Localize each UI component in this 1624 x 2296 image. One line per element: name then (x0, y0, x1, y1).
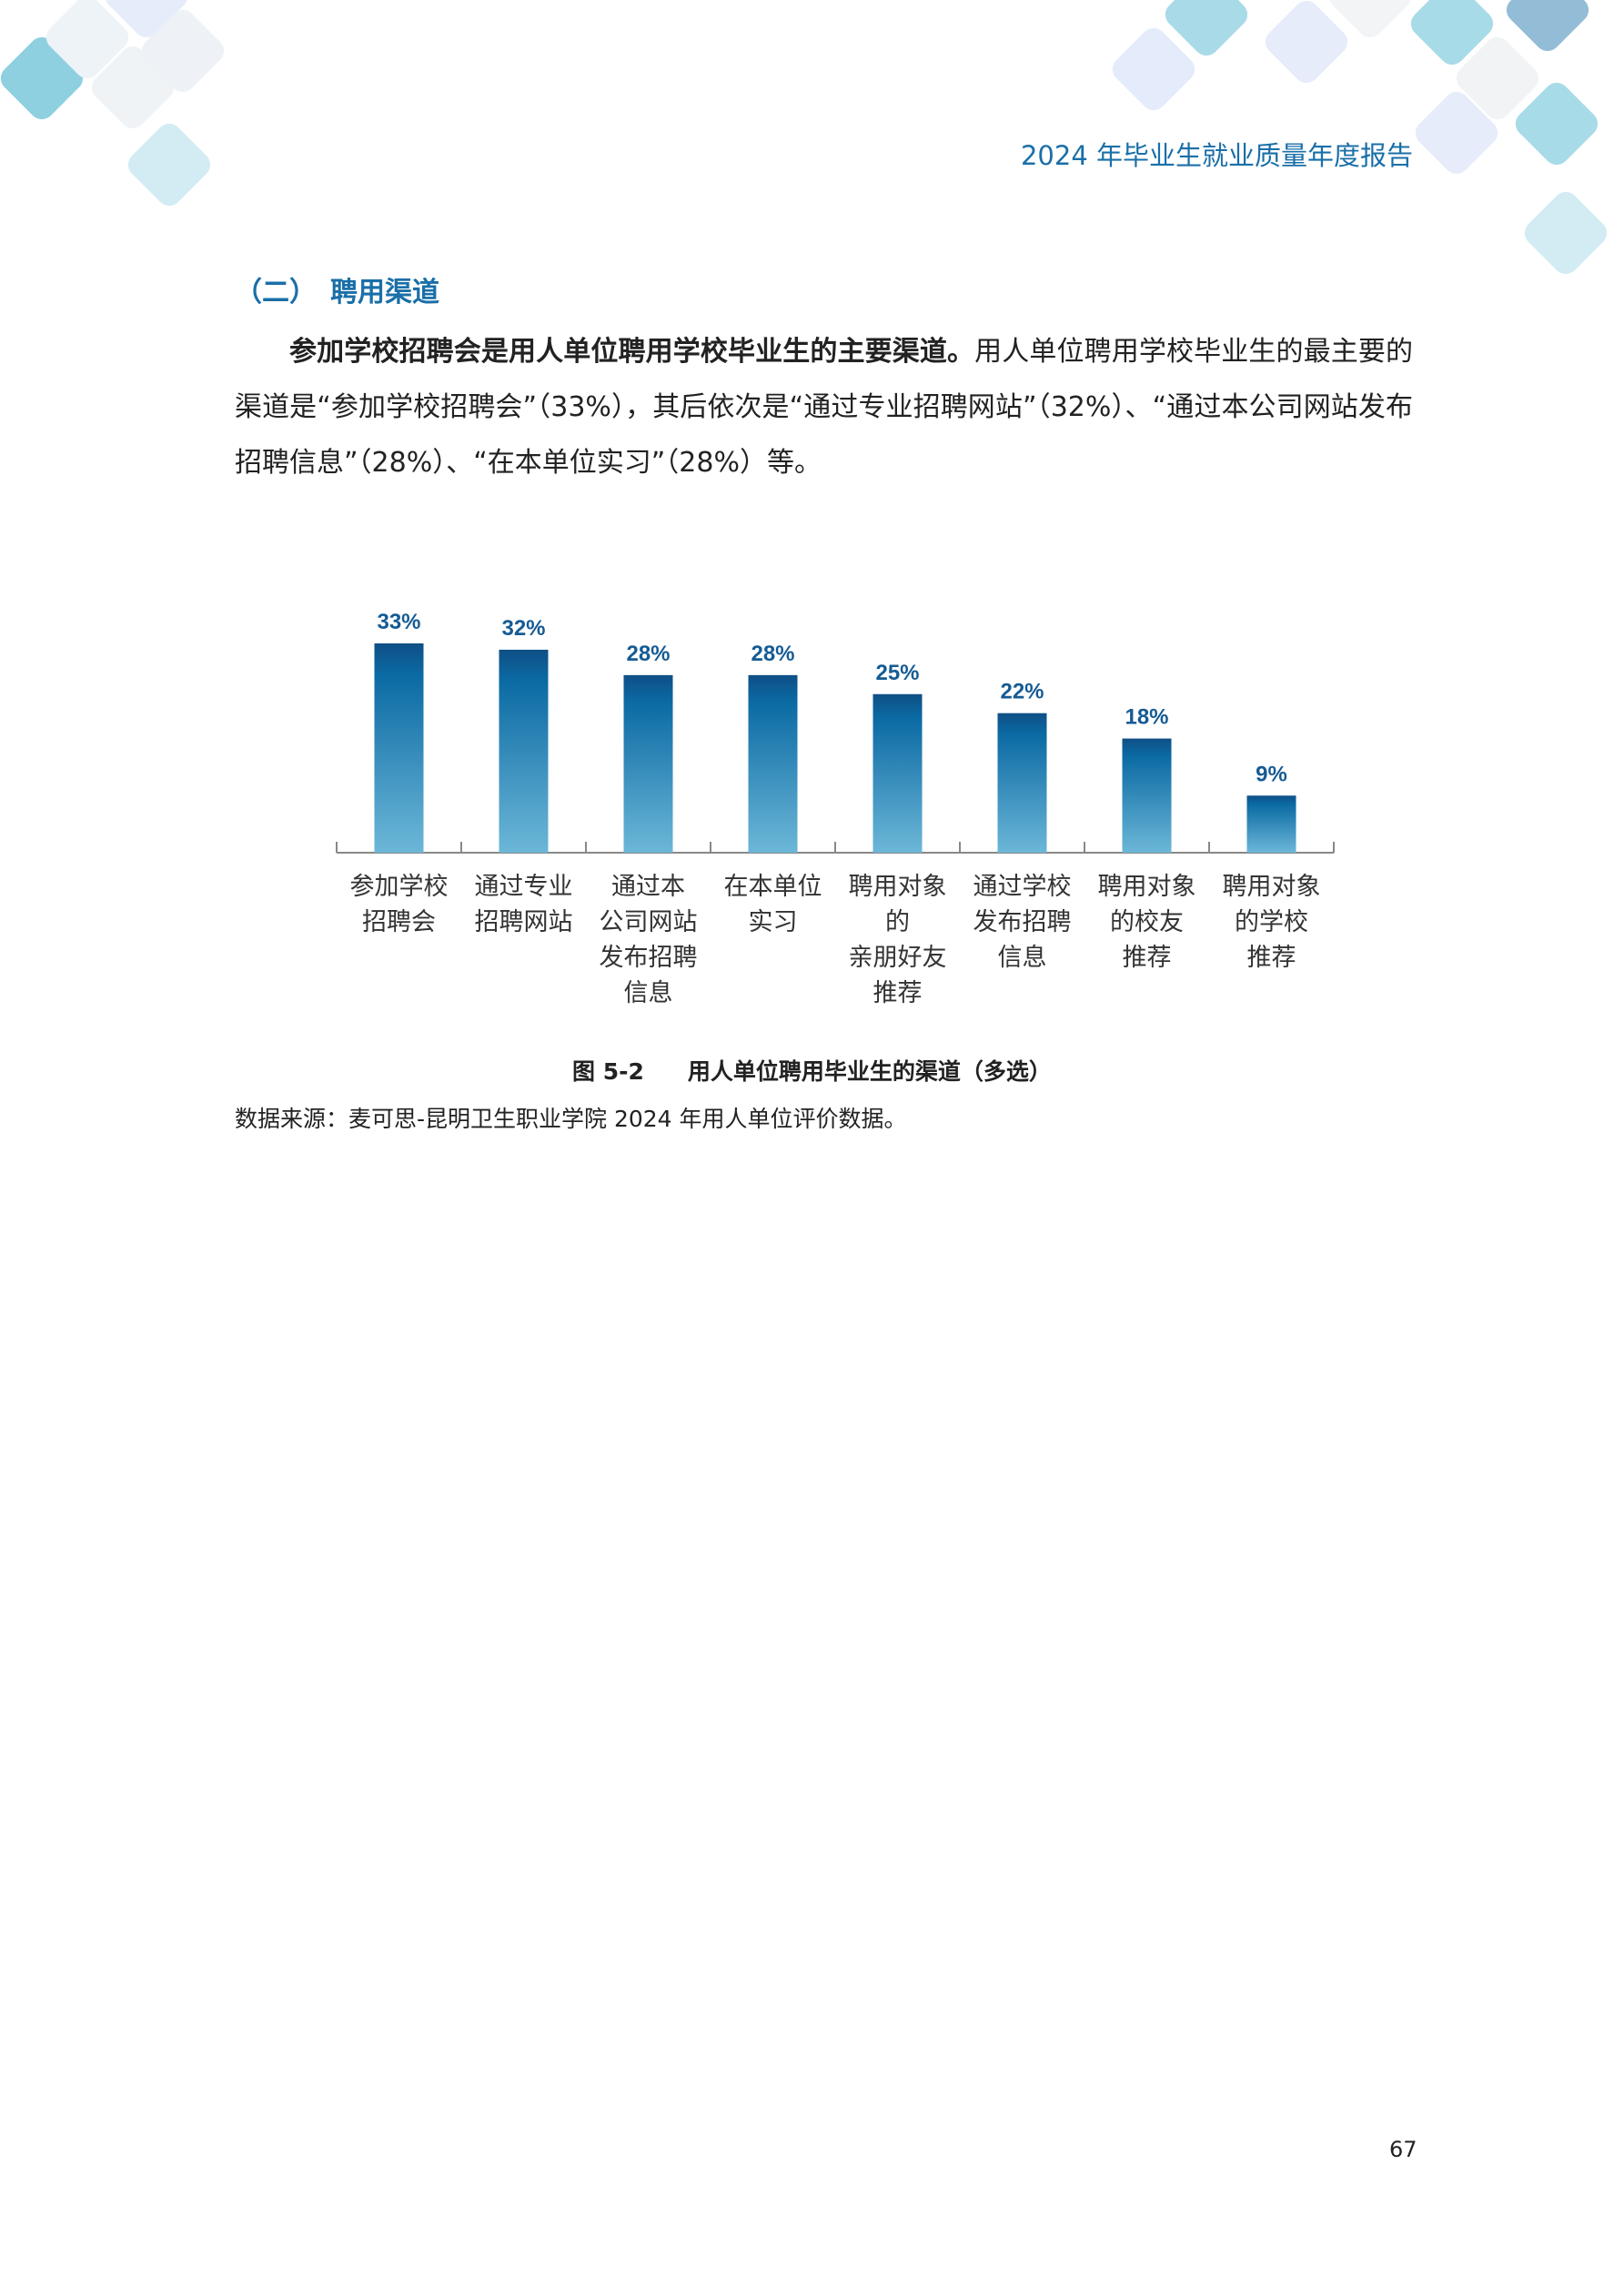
category-label: 通过专业 招聘网站 (462, 869, 586, 940)
data-label: 9% (1256, 762, 1287, 786)
data-label: 28% (626, 642, 670, 666)
category-label-line: 的 (885, 908, 910, 936)
data-label: 33% (377, 610, 420, 634)
category-label: 通过本公司网站发布招聘信息 (587, 869, 711, 1011)
bar (623, 674, 673, 853)
bar (499, 649, 549, 853)
category-label: 参加学校 招聘会 (338, 869, 461, 940)
page-number: 67 (1389, 2137, 1417, 2162)
category-label: 通过学校发布招聘信息 (961, 869, 1084, 976)
section-heading: （二） 聘用渠道 (235, 277, 439, 308)
header-title: 2024 年毕业生就业质量年度报告 (1020, 140, 1413, 171)
category-label-line: 在本单位 (723, 873, 822, 901)
bar (748, 674, 798, 853)
bar-chart: 33% 32% 28% 28% 25% 22% 18% 9% (336, 610, 1335, 854)
category-label-line: 通过学校 (973, 873, 1072, 901)
data-source: 数据来源：麦可思-昆明卫生职业学院 2024 年用人单位评价数据。 (235, 1106, 907, 1132)
figure-number: 图 5-2 (572, 1058, 644, 1085)
data-label: 22% (1000, 680, 1044, 704)
category-label: 聘用对象的亲朋好友推荐 (836, 869, 960, 1011)
body-paragraph: 参加学校招聘会是用人单位聘用学校毕业生的主要渠道。用人单位聘用学校毕业生的最主要… (235, 324, 1413, 491)
category-label-line: 招聘会 (362, 908, 436, 936)
data-label: 28% (751, 642, 794, 666)
category-label: 聘用对象 的学校 推荐 (1210, 869, 1334, 976)
category-label-line: 实习 (748, 908, 798, 936)
paragraph-lead: 参加学校招聘会是用人单位聘用学校毕业生的主要渠道。 (289, 336, 975, 368)
category-label-line: 信息 (997, 944, 1047, 972)
bar (1122, 738, 1172, 853)
data-label: 25% (875, 661, 919, 685)
category-label-line: 发布招聘 (973, 908, 1072, 936)
figure-caption: 图 5-2 用人单位聘用毕业生的渠道（多选） (0, 1054, 1624, 1087)
category-label-line: 推荐 (873, 979, 923, 1007)
figure-title: 用人单位聘用毕业生的渠道（多选） (687, 1058, 1052, 1085)
category-label-line: 参加学校 (349, 873, 449, 901)
category-label-line: 推荐 (1246, 944, 1296, 972)
category-label-line: 亲朋好友 (848, 944, 947, 972)
bar (997, 713, 1047, 853)
category-label: 在本单位 实习 (711, 869, 835, 940)
category-label-line: 招聘网站 (474, 908, 573, 936)
category-label: 聘用对象 的校友 推荐 (1085, 869, 1209, 976)
category-label-line: 通过专业 (474, 873, 573, 901)
category-label-line: 信息 (623, 979, 673, 1007)
category-label-line: 聘用对象 (1222, 873, 1321, 901)
data-label: 32% (501, 616, 545, 641)
bar (873, 693, 923, 853)
category-label-line: 发布招聘 (599, 944, 698, 972)
paragraph-body: 用人单位聘用学校毕业生的最主要的渠道是“参加学校招聘会”（33%），其后依次是“… (235, 336, 1413, 479)
category-label-line: 的校友 (1110, 908, 1184, 936)
category-label-line: 聘用对象 (1097, 873, 1196, 901)
category-label-line: 推荐 (1122, 944, 1172, 972)
category-label-line: 的学校 (1235, 908, 1308, 936)
category-label-line: 通过本 (611, 873, 685, 901)
data-label: 18% (1125, 705, 1168, 730)
bar (1246, 795, 1296, 853)
category-label-line: 聘用对象 (848, 873, 947, 901)
category-label-line: 公司网站 (599, 908, 698, 936)
bar (374, 643, 424, 853)
